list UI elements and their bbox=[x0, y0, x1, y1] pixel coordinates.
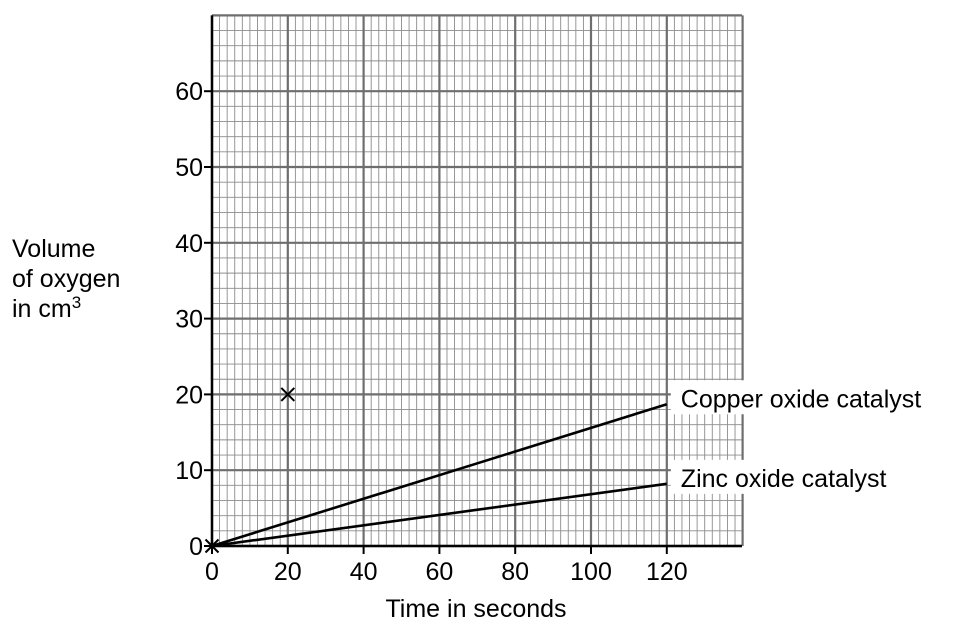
y-tick-label: 0 bbox=[189, 533, 203, 561]
y-tick-label: 60 bbox=[175, 78, 203, 106]
y-axis-label-line1: Volume bbox=[12, 235, 96, 263]
y-tick-label: 30 bbox=[175, 306, 203, 334]
series-label-zinc-oxide: Zinc oxide catalyst bbox=[681, 465, 887, 493]
y-tick-label: 40 bbox=[175, 230, 203, 258]
x-tick-label: 80 bbox=[501, 558, 529, 586]
x-tick-label: 60 bbox=[425, 558, 453, 586]
series-label-background bbox=[670, 380, 961, 415]
tick-labels: 0 10 20 30 40 50 60 0 20 40 60 80 100 120 bbox=[175, 78, 687, 586]
cross-marker bbox=[280, 387, 296, 402]
x-tick-label: 40 bbox=[350, 558, 378, 586]
series-line-copper-oxide bbox=[211, 403, 668, 548]
x-axis-label: Time in seconds bbox=[385, 595, 566, 623]
series-label-copper-oxide: Copper oxide catalyst bbox=[681, 385, 921, 413]
y-tick-label: 10 bbox=[175, 457, 203, 485]
series-label-background bbox=[670, 459, 961, 494]
cross-marker-stroke bbox=[280, 387, 296, 402]
y-tick-label: 50 bbox=[175, 154, 203, 182]
y-tick-label: 20 bbox=[175, 381, 203, 409]
axes bbox=[210, 15, 742, 548]
x-tick-label: 120 bbox=[646, 558, 688, 586]
series-line-zinc-oxide bbox=[211, 482, 667, 548]
x-tick-label: 20 bbox=[274, 558, 302, 586]
series-lines bbox=[211, 403, 668, 548]
minor-grid bbox=[211, 14, 744, 547]
x-tick-label: 100 bbox=[570, 558, 612, 586]
series-labels: Copper oxide catalyst Zinc oxide catalyst bbox=[670, 380, 961, 494]
x-tick-label: 0 bbox=[205, 558, 219, 586]
data-points bbox=[204, 387, 296, 554]
y-axis-label-line2: of oxygen bbox=[12, 265, 121, 293]
cross-marker bbox=[204, 538, 220, 554]
major-grid bbox=[210, 14, 744, 548]
y-axis-label: Volume of oxygen in cm3 bbox=[12, 234, 120, 324]
y-axis-label-line3: in cm3 bbox=[12, 294, 120, 324]
y-axis-label-unit-exponent: 3 bbox=[71, 293, 82, 312]
y-axis-label-unit: in cm bbox=[12, 295, 72, 323]
cross-marker-stroke bbox=[204, 538, 220, 554]
